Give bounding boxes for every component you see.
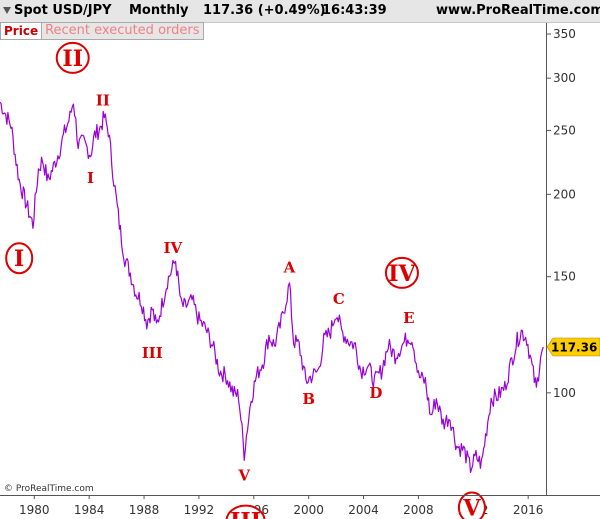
x-tick-label: 2016 (513, 503, 544, 517)
wave-label-text: IV (164, 239, 183, 257)
wave-label-circle (55, 41, 90, 74)
y-tick-label: 300 (553, 71, 576, 85)
x-tick-label: 2000 (293, 503, 324, 517)
last-price-badge: 117.36 (546, 337, 600, 357)
chart-header: Spot USD/JPY Monthly 117.36 (+0.49%) 16:… (0, 0, 600, 23)
period-label: Monthly (129, 3, 189, 18)
wave-label: V (457, 491, 486, 519)
last-price-label: 117.36 (551, 340, 597, 354)
wave-labels: IIIIIIIVIIIACIVEBDVIIIV (5, 41, 486, 519)
wave-label-text: A (283, 259, 296, 277)
tab-recent-orders[interactable]: Recent executed orders (42, 22, 204, 40)
wave-label-text: E (403, 309, 414, 327)
plot-area (0, 40, 546, 495)
wave-label-text: I (14, 246, 24, 272)
wave-label: C (333, 290, 345, 308)
wave-label: V (237, 467, 250, 485)
wave-label-text: V (237, 467, 250, 485)
wave-label: E (403, 309, 414, 327)
x-tick-label: 2008 (403, 503, 434, 517)
tab-price[interactable]: Price (0, 22, 43, 40)
wave-label: IV (164, 239, 183, 257)
wave-label: A (283, 259, 296, 277)
wave-label: I (87, 169, 94, 187)
footer-copyright: © ProRealTime.com (4, 484, 94, 494)
x-tick-label: 1988 (129, 503, 160, 517)
x-tick-label: 1980 (19, 503, 50, 517)
wave-label: III (142, 344, 163, 362)
symbol-name: Spot USD/JPY (14, 3, 112, 18)
wave-label-text: V (462, 495, 481, 519)
wave-label: III (225, 504, 266, 519)
y-tick-label: 200 (553, 187, 576, 201)
wave-label-text: III (142, 344, 163, 362)
wave-label-text: I (87, 169, 94, 187)
price-series (0, 101, 544, 473)
wave-label: IV (384, 256, 419, 289)
wave-label-circle (457, 491, 486, 519)
wave-label: B (302, 390, 315, 408)
wave-label-circle (225, 504, 266, 519)
y-tick-label: 100 (553, 386, 576, 400)
wave-label-text: D (369, 384, 382, 402)
chart-tabs: Price Recent executed orders (0, 22, 204, 40)
wave-label-text: II (62, 46, 83, 72)
y-tick-label: 150 (553, 270, 576, 284)
site-label[interactable]: www.ProRealTime.com (436, 3, 600, 18)
y-tick-label: 250 (553, 123, 576, 137)
x-tick-label: 2004 (348, 503, 379, 517)
wave-label: II (96, 91, 110, 109)
wave-label-text: B (302, 390, 315, 408)
price-line (0, 101, 544, 473)
quote-label: 117.36 (+0.49%) (203, 3, 326, 18)
wave-label-circle (5, 242, 34, 275)
wave-label-text: III (230, 509, 261, 519)
last-price-badge-shape (546, 337, 600, 357)
wave-label: I (5, 242, 34, 275)
y-axis: 350 300 250 200 150 100 (546, 27, 576, 400)
wave-label-text: IV (388, 261, 416, 287)
wave-label: II (55, 41, 90, 74)
wave-label-text: II (96, 91, 110, 109)
time-label: 16:43:39 (322, 3, 387, 18)
y-tick-label: 350 (553, 27, 576, 41)
collapse-arrow-icon[interactable] (3, 7, 11, 14)
wave-label-text: C (333, 290, 345, 308)
x-tick-label: 1992 (184, 503, 215, 517)
wave-label-circle (384, 256, 419, 289)
x-tick-label: 1984 (74, 503, 105, 517)
wave-label: D (369, 384, 382, 402)
